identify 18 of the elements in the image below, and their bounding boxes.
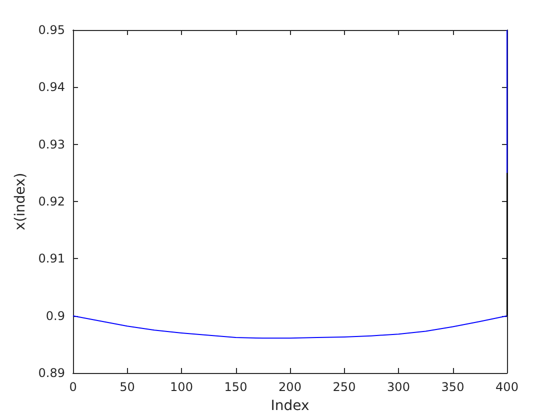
- y-tick-label: 0.95: [38, 23, 65, 37]
- x-tick-label: 250: [332, 380, 356, 394]
- x-tick-label: 50: [120, 380, 135, 394]
- y-axis-title: x(index): [12, 172, 28, 230]
- y-tick-label: 0.94: [38, 80, 65, 94]
- x-axis-title: Index: [270, 398, 310, 414]
- x-tick-label: 150: [224, 380, 248, 394]
- x-tick-label: 300: [387, 380, 410, 394]
- y-tick-label: 0.93: [38, 137, 65, 152]
- x-tick-label: 0: [69, 380, 77, 394]
- y-tick-label: 0.89: [38, 366, 65, 380]
- y-tick-label: 0.91: [38, 252, 65, 266]
- y-tick-label: 0.92: [38, 194, 65, 208]
- x-tick-label: 200: [278, 380, 302, 394]
- x-tick-label: 400: [496, 380, 518, 394]
- x-tick-label: 350: [441, 380, 464, 394]
- x-tick-label: 100: [170, 380, 193, 394]
- y-tick-label: 0.9: [46, 308, 65, 323]
